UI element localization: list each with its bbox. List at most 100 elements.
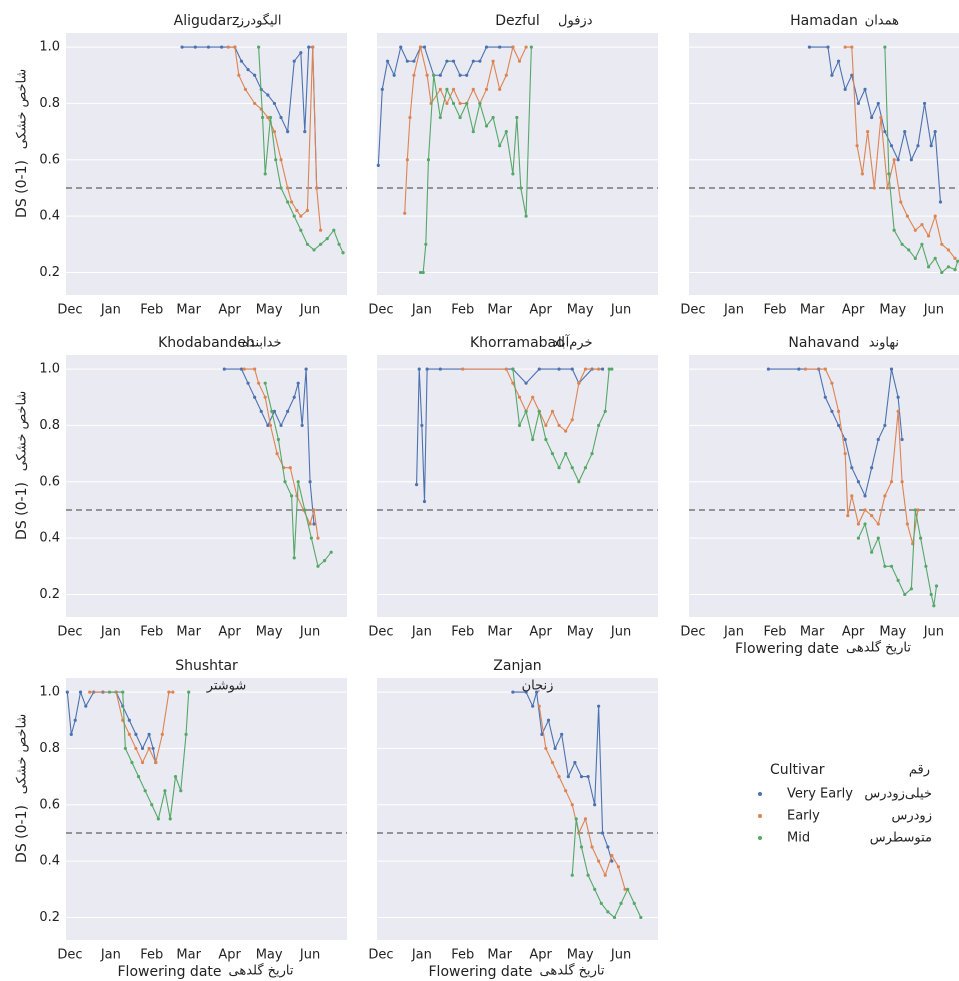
x-tick-label: Jan: [100, 625, 121, 640]
point: [872, 186, 876, 190]
y-tick-label: 1.0: [39, 362, 60, 377]
plot-background: [66, 678, 347, 940]
point: [504, 73, 508, 77]
point: [259, 409, 263, 413]
point: [180, 45, 184, 49]
point: [850, 466, 854, 470]
series-line: [538, 706, 626, 890]
series-line: [258, 47, 344, 253]
point: [319, 242, 323, 246]
point: [266, 423, 270, 428]
plot-background: [689, 33, 959, 295]
point: [69, 732, 73, 736]
point: [797, 367, 801, 371]
point: [553, 746, 557, 751]
x-tick-label: May: [567, 625, 594, 640]
point: [173, 775, 178, 779]
legend-title-fa: رقم: [909, 763, 930, 778]
point: [471, 87, 475, 91]
point: [560, 732, 564, 736]
panel-subtitle: دزفول: [558, 14, 593, 29]
point: [168, 817, 172, 821]
point: [876, 536, 880, 540]
x-tick-label: Jan: [411, 625, 432, 640]
point: [425, 73, 429, 77]
point: [574, 817, 578, 821]
point: [471, 59, 475, 63]
point: [856, 101, 861, 106]
point: [266, 115, 270, 120]
point: [312, 508, 316, 512]
point: [316, 536, 320, 540]
point: [850, 45, 854, 49]
point: [150, 803, 154, 807]
point: [515, 115, 519, 120]
point: [319, 228, 323, 232]
point: [913, 508, 917, 512]
point: [445, 59, 449, 63]
point: [332, 228, 336, 232]
point: [151, 746, 155, 751]
legend-marker: [758, 814, 762, 818]
x-tick-label: May: [256, 948, 283, 963]
point: [896, 409, 900, 413]
point: [226, 45, 230, 49]
panel-subtitle: خدابنده: [242, 336, 282, 351]
y-axis-label-fa: شاخص خشکی: [15, 69, 30, 150]
point: [140, 746, 145, 751]
point: [597, 704, 601, 708]
point: [913, 256, 917, 260]
point: [498, 45, 502, 49]
point: [929, 144, 933, 148]
point: [924, 564, 928, 568]
point: [220, 45, 224, 49]
x-tick-label: May: [567, 948, 594, 963]
point: [311, 45, 315, 49]
point: [484, 124, 489, 128]
x-tick-label: Jan: [723, 303, 744, 318]
point: [953, 268, 957, 272]
point: [836, 59, 841, 63]
point: [593, 803, 597, 807]
plot-background: [689, 355, 959, 617]
point: [154, 760, 158, 765]
point: [531, 395, 535, 399]
point: [279, 423, 283, 428]
point: [376, 163, 380, 168]
point: [408, 115, 412, 120]
point: [583, 367, 588, 371]
point: [557, 367, 561, 371]
point: [600, 831, 605, 835]
series-line: [845, 46, 956, 259]
point: [590, 845, 594, 849]
y-tick-label: 0.8: [39, 418, 60, 433]
point: [403, 211, 407, 215]
point: [491, 115, 495, 120]
point: [946, 265, 951, 269]
x-tick-label: May: [879, 625, 906, 640]
point: [451, 101, 456, 106]
point: [445, 87, 449, 91]
point: [850, 494, 854, 498]
point: [524, 214, 528, 218]
panel-subtitle: شوشتر: [206, 679, 247, 694]
point: [883, 45, 887, 49]
y-tick-label: 0.6: [39, 152, 60, 167]
point: [478, 101, 482, 106]
point: [134, 732, 138, 736]
point: [856, 522, 861, 526]
point: [537, 409, 541, 413]
point: [577, 480, 581, 484]
point: [900, 242, 904, 246]
y-axis-label: DS (0-1): [14, 805, 30, 863]
point: [870, 115, 874, 120]
point: [257, 381, 261, 385]
point: [870, 550, 874, 554]
point: [603, 409, 607, 413]
point: [856, 480, 861, 484]
point: [537, 704, 541, 708]
plot-background: [66, 33, 347, 295]
point: [498, 144, 502, 148]
point: [956, 259, 959, 263]
point: [270, 409, 274, 413]
